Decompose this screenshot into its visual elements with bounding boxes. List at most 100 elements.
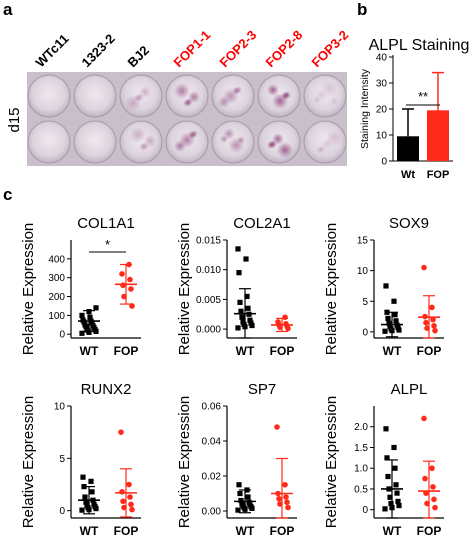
y-tick-label: 0.005	[196, 295, 221, 306]
stain-spot	[228, 137, 244, 153]
data-point-fop	[119, 271, 125, 277]
plate-photo: WTc11 1323-2 BJ2 FOP1-1 FOP2-3 FOP2-8 FOP3-2 d…	[6, 27, 351, 166]
data-point-fop	[274, 424, 280, 430]
data-point-fop	[284, 499, 290, 506]
data-point-wt	[236, 270, 242, 276]
data-point-fop	[127, 494, 133, 500]
stain-spot	[283, 91, 291, 99]
y-tick-label: 0	[362, 505, 368, 516]
x-tick-label: WT	[236, 344, 255, 358]
y-axis-label: Relative Expression	[176, 396, 193, 529]
data-point-wt	[394, 490, 400, 496]
y-tick-label: 0.02	[202, 472, 222, 483]
data-point-wt	[79, 330, 85, 336]
chart-title: ALPL Staining	[369, 37, 470, 54]
panel-label-c: c	[3, 185, 12, 204]
y-tick-label: 30	[376, 79, 388, 90]
data-point-wt	[89, 489, 95, 495]
x-tick-label: Wt	[401, 169, 415, 181]
data-point-wt	[393, 318, 399, 324]
data-point-wt	[236, 482, 242, 488]
panel-label-a: a	[3, 0, 13, 19]
data-point-wt	[238, 308, 244, 314]
data-point-wt	[80, 474, 86, 480]
data-point-fop	[126, 481, 132, 488]
chart-title: RUNX2	[81, 381, 132, 398]
data-point-fop	[120, 498, 126, 505]
y-tick-label: 40	[376, 53, 388, 64]
data-point-fop	[429, 304, 435, 311]
data-point-wt	[237, 299, 243, 305]
data-point-wt	[387, 323, 393, 329]
data-point-wt	[239, 501, 245, 507]
data-point-wt	[240, 319, 246, 325]
data-point-wt	[385, 473, 391, 480]
significance-marker: *	[105, 237, 110, 252]
data-point-wt	[82, 494, 88, 500]
panel-label-b: b	[357, 0, 367, 19]
data-point-fop	[432, 327, 438, 334]
stain-spot	[313, 96, 321, 104]
col2a1-chart: COL2A1 Relative Expression 0.000 0.005 0.010…	[176, 215, 297, 358]
data-point-fop	[118, 429, 124, 435]
data-point-fop	[128, 501, 134, 508]
y-tick-label: 300	[48, 273, 65, 284]
data-point-wt	[93, 305, 99, 311]
y-tick-label: 0.00	[202, 507, 222, 518]
x-tick-label: WT	[236, 524, 255, 538]
y-axis-label: Relative Expression	[20, 223, 37, 356]
data-point-fop	[129, 506, 135, 513]
stain-spot	[190, 130, 198, 138]
x-tick-label: FOP	[417, 524, 442, 538]
data-point-fop	[276, 495, 282, 502]
data-point-wt	[83, 499, 89, 505]
x-tick-label: FOP	[270, 344, 295, 358]
data-point-wt	[395, 498, 401, 505]
stain-spot	[174, 83, 190, 99]
x-tick-label: FOP	[270, 524, 295, 538]
data-point-wt	[387, 494, 393, 500]
y-axis-label: Relative Expression	[323, 223, 340, 356]
x-tick-label: WT	[80, 344, 99, 358]
stain-spot	[141, 142, 149, 150]
data-point-wt	[383, 426, 389, 432]
data-point-fop	[128, 286, 134, 292]
data-point-fop	[430, 316, 436, 323]
sp7-chart: SP7 Relative Expression 0.00 0.02 0.04 0.06 WT…	[176, 381, 297, 538]
chart-title: SP7	[248, 381, 276, 398]
y-tick-label: 10	[54, 402, 66, 413]
data-point-wt	[248, 320, 254, 326]
data-point-wt	[82, 322, 88, 328]
stain-spot	[234, 86, 242, 94]
data-point-wt	[84, 502, 90, 509]
stain-spot	[318, 145, 326, 153]
y-tick-label: 0.04	[202, 437, 222, 448]
data-point-wt	[396, 502, 402, 509]
data-point-wt	[79, 507, 85, 513]
x-tick-label: FOP	[417, 344, 442, 358]
y-axis-label: Staining Intensity	[359, 68, 371, 149]
data-point-wt	[80, 317, 86, 323]
stain-spot	[267, 84, 279, 96]
data-point-wt	[245, 494, 251, 500]
data-point-wt	[382, 328, 388, 334]
y-tick-label: 20	[376, 105, 388, 116]
well	[73, 74, 117, 118]
stain-spot	[326, 130, 342, 146]
bar	[397, 136, 419, 161]
data-point-wt	[235, 325, 241, 331]
data-point-wt	[79, 312, 85, 318]
data-point-fop	[283, 494, 289, 500]
runx2-chart: RUNX2 Relative Expression 0 5 10 WT FOP	[20, 381, 141, 538]
chart-title: COL2A1	[233, 215, 291, 232]
data-point-fop	[121, 504, 127, 511]
data-point-fop	[421, 415, 427, 422]
stain-spot	[321, 81, 337, 97]
y-tick-label: 400	[48, 254, 65, 265]
data-point-wt	[91, 501, 97, 507]
data-point-wt	[247, 502, 253, 508]
well	[27, 74, 71, 118]
data-point-wt	[388, 500, 394, 507]
y-tick-label: 5	[59, 454, 65, 465]
